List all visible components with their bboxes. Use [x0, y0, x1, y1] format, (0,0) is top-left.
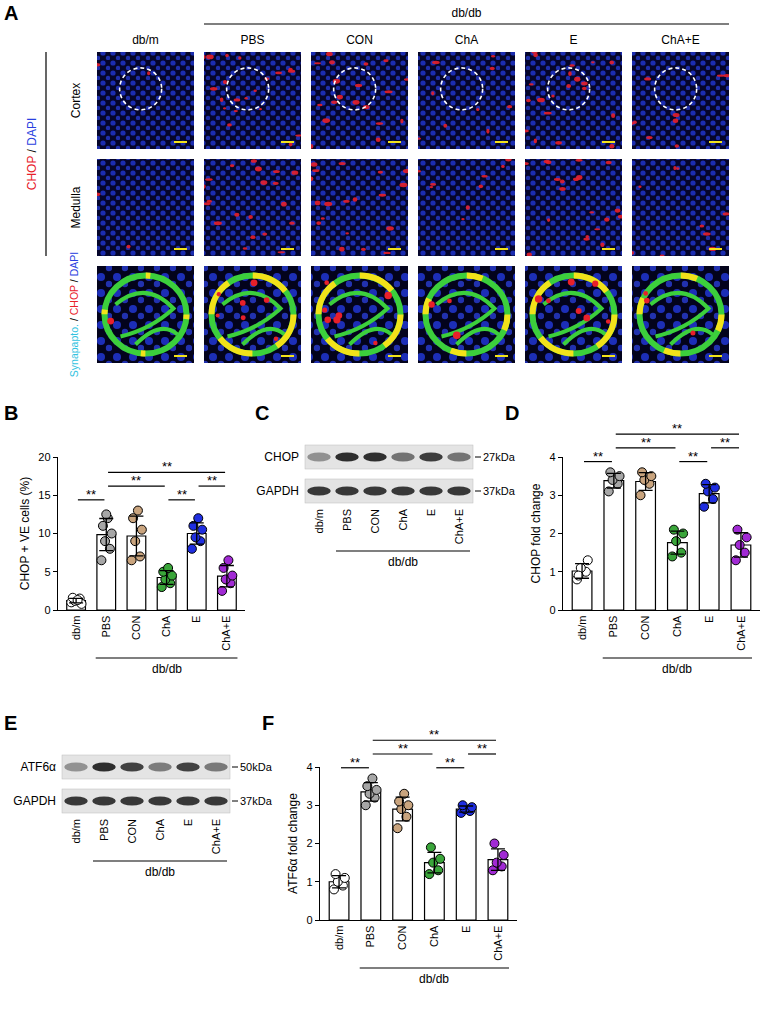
svg-text:4: 4: [549, 451, 555, 463]
svg-text:CHOP fold change: CHOP fold change: [529, 483, 543, 583]
svg-text:F: F: [262, 712, 274, 734]
svg-text:2: 2: [549, 527, 555, 539]
svg-text:db/m: db/m: [70, 616, 82, 640]
svg-text:E: E: [182, 819, 194, 826]
svg-text:**: **: [720, 435, 730, 450]
svg-text:CON: CON: [130, 616, 142, 641]
svg-text:**: **: [593, 449, 603, 464]
svg-text:E: E: [425, 509, 437, 516]
svg-text:37kDa: 37kDa: [240, 795, 273, 807]
svg-text:CHOP + VE cells (%): CHOP + VE cells (%): [18, 477, 32, 590]
svg-text:PBS: PBS: [100, 616, 112, 638]
svg-text:CON: CON: [346, 33, 373, 47]
svg-text:PBS: PBS: [341, 509, 353, 531]
svg-text:db/m: db/m: [576, 616, 588, 640]
svg-text:15: 15: [38, 489, 50, 501]
svg-text:E: E: [569, 33, 577, 47]
svg-text:**: **: [641, 435, 651, 450]
svg-text:db/db: db/db: [388, 555, 418, 569]
svg-text:10: 10: [38, 527, 50, 539]
svg-text:ChA+E: ChA+E: [735, 616, 747, 651]
svg-text:CHOP: CHOP: [264, 450, 299, 464]
svg-text:37kDa: 37kDa: [483, 485, 516, 497]
svg-text:A: A: [4, 2, 18, 24]
svg-text:**: **: [131, 473, 141, 488]
svg-text:Cortex: Cortex: [69, 83, 83, 118]
svg-text:ChA: ChA: [455, 33, 478, 47]
svg-text:PBS: PBS: [607, 616, 619, 638]
svg-text:50kDa: 50kDa: [240, 761, 273, 773]
svg-text:E: E: [190, 616, 202, 623]
svg-text:ChA+E: ChA+E: [453, 509, 465, 544]
svg-text:E: E: [703, 616, 715, 623]
svg-text:27kDa: 27kDa: [483, 451, 516, 463]
svg-text:db/db: db/db: [152, 662, 182, 676]
svg-text:C: C: [255, 402, 269, 424]
svg-text:20: 20: [38, 451, 50, 463]
svg-text:PBS: PBS: [98, 819, 110, 841]
svg-text:**: **: [177, 487, 187, 502]
svg-text:db/m: db/m: [132, 33, 159, 47]
svg-text:**: **: [86, 487, 96, 502]
svg-text:ChA+E: ChA+E: [210, 819, 222, 854]
svg-text:3: 3: [306, 799, 312, 811]
svg-text:PBS: PBS: [240, 33, 264, 47]
svg-text:2: 2: [306, 837, 312, 849]
svg-text:CON: CON: [639, 616, 651, 641]
svg-text:Synapapto. / CHOP / DAPI: Synapapto. / CHOP / DAPI: [68, 252, 80, 377]
svg-text:**: **: [350, 755, 360, 770]
svg-text:ChA: ChA: [397, 508, 409, 530]
svg-text:db/db: db/db: [662, 662, 692, 676]
svg-text:5: 5: [44, 566, 50, 578]
svg-text:ATF6α: ATF6α: [21, 760, 56, 774]
svg-text:db/m: db/m: [333, 926, 345, 950]
svg-text:3: 3: [549, 489, 555, 501]
svg-text:db/db: db/db: [451, 6, 481, 20]
svg-text:**: **: [207, 473, 217, 488]
svg-text:**: **: [445, 755, 455, 770]
svg-text:ChA: ChA: [154, 818, 166, 840]
svg-text:CON: CON: [396, 926, 408, 951]
svg-text:**: **: [429, 727, 439, 742]
svg-text:ChA: ChA: [671, 615, 683, 637]
svg-text:PBS: PBS: [364, 926, 376, 948]
svg-text:db/db: db/db: [419, 972, 449, 986]
svg-text:**: **: [162, 459, 172, 474]
svg-text:GAPDH: GAPDH: [256, 484, 299, 498]
svg-text:E: E: [460, 926, 472, 933]
svg-text:ChA+E: ChA+E: [220, 616, 232, 651]
svg-text:0: 0: [549, 604, 555, 616]
svg-text:ChA: ChA: [160, 615, 172, 637]
svg-text:E: E: [4, 712, 17, 734]
svg-text:1: 1: [549, 566, 555, 578]
svg-text:ChA+E: ChA+E: [492, 926, 504, 961]
svg-text:1: 1: [306, 876, 312, 888]
svg-text:ChA+E: ChA+E: [661, 33, 699, 47]
svg-text:db/m: db/m: [313, 509, 325, 533]
svg-text:**: **: [688, 449, 698, 464]
svg-text:4: 4: [306, 761, 312, 773]
svg-text:**: **: [477, 741, 487, 756]
svg-text:0: 0: [306, 914, 312, 926]
svg-text:**: **: [398, 741, 408, 756]
svg-text:CHOP / DAPI: CHOP / DAPI: [25, 118, 39, 190]
svg-text:db/m: db/m: [70, 819, 82, 843]
svg-text:db/db: db/db: [145, 865, 175, 879]
svg-text:D: D: [505, 402, 519, 424]
svg-text:Medulla: Medulla: [69, 186, 83, 228]
svg-text:CON: CON: [126, 819, 138, 844]
svg-text:B: B: [4, 402, 18, 424]
svg-text:GAPDH: GAPDH: [13, 794, 56, 808]
svg-text:ChA: ChA: [428, 925, 440, 947]
svg-text:0: 0: [44, 604, 50, 616]
svg-text:CON: CON: [369, 509, 381, 534]
svg-text:ATF6α fold change: ATF6α fold change: [286, 793, 300, 894]
svg-text:**: **: [672, 421, 682, 436]
